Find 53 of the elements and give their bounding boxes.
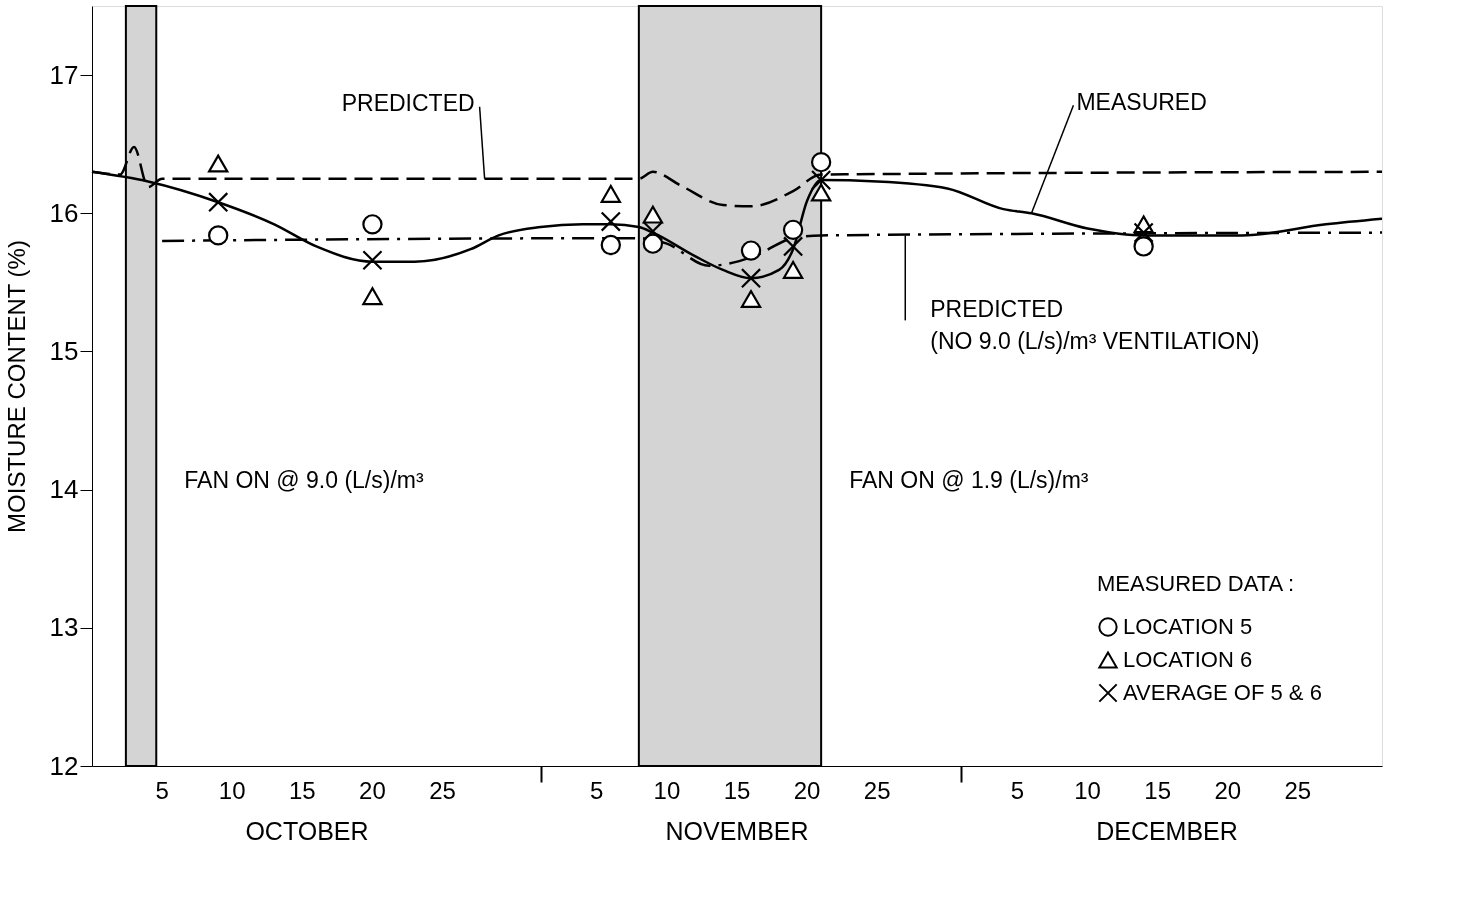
point bbox=[642, 205, 664, 224]
x-tick-label: 5 bbox=[1010, 777, 1025, 804]
point bbox=[740, 289, 762, 308]
x-tick-label: 20 bbox=[1214, 777, 1242, 804]
legend-label: LOCATION 6 bbox=[1123, 647, 1253, 672]
y-tick-label: 16 bbox=[49, 197, 79, 228]
point bbox=[600, 211, 621, 232]
point bbox=[810, 151, 832, 173]
legend-label: AVERAGE OF 5 & 6 bbox=[1123, 680, 1322, 705]
band-label: FAN ON @ 1.9 (L/s)/m³ bbox=[849, 467, 1089, 493]
x-tick-label: 5 bbox=[590, 777, 604, 804]
x-tick-label: 15 bbox=[1144, 777, 1171, 804]
annotation: PREDICTED (NO 9.0 (L/s)/m³ VENTILATION) bbox=[930, 296, 1260, 355]
point bbox=[810, 169, 832, 191]
legend-title: MEASURED DATA : bbox=[1097, 571, 1295, 596]
text: DECEMBER bbox=[1096, 817, 1238, 845]
point bbox=[740, 240, 762, 261]
x-tick-label: 20 bbox=[793, 777, 821, 804]
x-tick-label: 15 bbox=[723, 777, 751, 804]
annotation: MEASURED bbox=[1076, 89, 1207, 116]
point bbox=[782, 260, 804, 279]
point bbox=[782, 236, 804, 257]
point bbox=[810, 183, 832, 202]
y-tick-label: 12 bbox=[49, 750, 79, 781]
point bbox=[740, 268, 762, 289]
legend-label: LOCATION 5 bbox=[1123, 614, 1253, 639]
point bbox=[600, 184, 621, 203]
x-tick-label: 10 bbox=[1074, 777, 1101, 804]
x-tick-label: 5 bbox=[155, 777, 169, 804]
x-tick-label: 15 bbox=[288, 777, 316, 804]
y-tick-label: 14 bbox=[49, 474, 79, 505]
point bbox=[362, 287, 383, 306]
x-tick-label: 25 bbox=[863, 777, 891, 804]
text: OCTOBER bbox=[245, 817, 369, 845]
point bbox=[208, 192, 229, 213]
band-label: FAN ON @ 9.0 (L/s)/m³ bbox=[184, 467, 424, 493]
y-tick-label: 15 bbox=[49, 335, 79, 366]
annotation: PREDICTED bbox=[341, 89, 475, 116]
x-tick-label: 25 bbox=[1284, 777, 1312, 804]
point bbox=[362, 250, 383, 271]
y-tick-label: 13 bbox=[49, 612, 79, 643]
point bbox=[208, 225, 229, 246]
x-tick-label: 10 bbox=[218, 777, 246, 804]
point bbox=[208, 154, 229, 173]
point bbox=[1133, 222, 1154, 243]
x-tick-label: 20 bbox=[359, 777, 386, 804]
point bbox=[782, 219, 804, 241]
y-axis-title: MOISTURE CONTENT (%) bbox=[2, 240, 30, 533]
x-tick-label: 25 bbox=[429, 777, 456, 804]
y-tick-label: 17 bbox=[49, 59, 79, 90]
text: NOVEMBER bbox=[665, 817, 809, 845]
x-tick-label: 10 bbox=[653, 777, 681, 804]
point bbox=[642, 221, 664, 242]
